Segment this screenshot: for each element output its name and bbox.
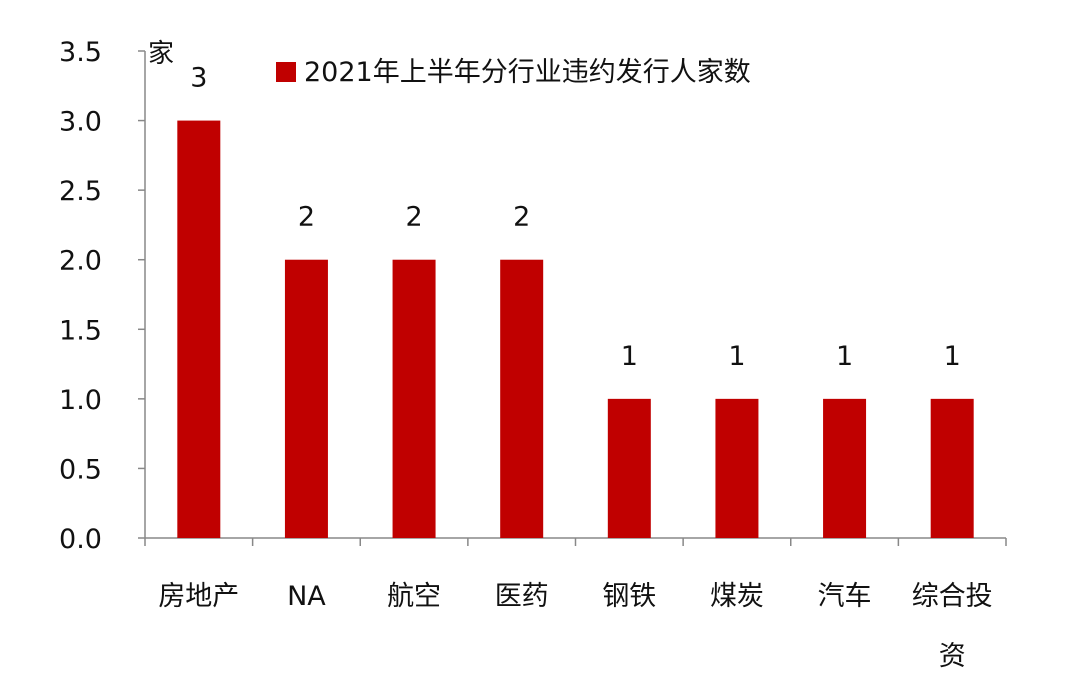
data-labels: 3 2 2 2 1 1 1 1 — [190, 63, 961, 372]
x-category-label: NA — [287, 581, 326, 612]
bar — [607, 398, 651, 538]
data-label: 1 — [728, 341, 745, 372]
data-label: 1 — [944, 341, 961, 372]
data-label: 1 — [621, 341, 638, 372]
bar — [715, 398, 759, 538]
data-label: 2 — [298, 202, 315, 233]
x-category-label: 煤炭 — [710, 581, 764, 612]
bar — [823, 398, 867, 538]
x-category-label: 航空 — [387, 581, 441, 612]
data-label: 3 — [190, 63, 207, 94]
y-axis: 0.0 0.5 1.0 1.5 2.0 2.5 3.0 3.5 — [59, 37, 146, 555]
x-category-label: 汽车 — [818, 581, 872, 612]
y-tick-label: 0.0 — [59, 524, 102, 555]
y-tick-label: 2.5 — [59, 176, 102, 207]
data-label: 2 — [513, 202, 530, 233]
bars — [177, 120, 974, 539]
x-category-label: 综合投资 — [912, 581, 993, 672]
y-axis-unit-label: 家 — [148, 39, 174, 69]
bar — [177, 120, 221, 539]
bar — [500, 259, 544, 538]
y-tick-label: 3.0 — [59, 107, 102, 138]
x-category-label: 医药 — [495, 581, 549, 612]
data-label: 1 — [836, 341, 853, 372]
data-label: 2 — [405, 202, 422, 233]
y-tick-label: 1.0 — [59, 385, 102, 416]
legend-label: 2021年上半年分行业违约发行人家数 — [304, 57, 751, 88]
bar — [930, 398, 974, 538]
y-tick-label: 1.5 — [59, 315, 102, 346]
legend-swatch — [276, 62, 296, 82]
bar — [284, 259, 328, 538]
y-tick-label: 0.5 — [59, 454, 102, 485]
x-axis: 房地产 NA 航空 医药 钢铁 煤炭 汽车 综合投资 — [144, 537, 1007, 672]
x-category-label: 房地产 — [158, 581, 239, 612]
y-tick-label: 3.5 — [59, 37, 102, 68]
y-tick-label: 2.0 — [59, 246, 102, 277]
x-category-label: 钢铁 — [602, 581, 656, 612]
legend: 2021年上半年分行业违约发行人家数 — [276, 57, 751, 88]
bar — [392, 259, 436, 538]
